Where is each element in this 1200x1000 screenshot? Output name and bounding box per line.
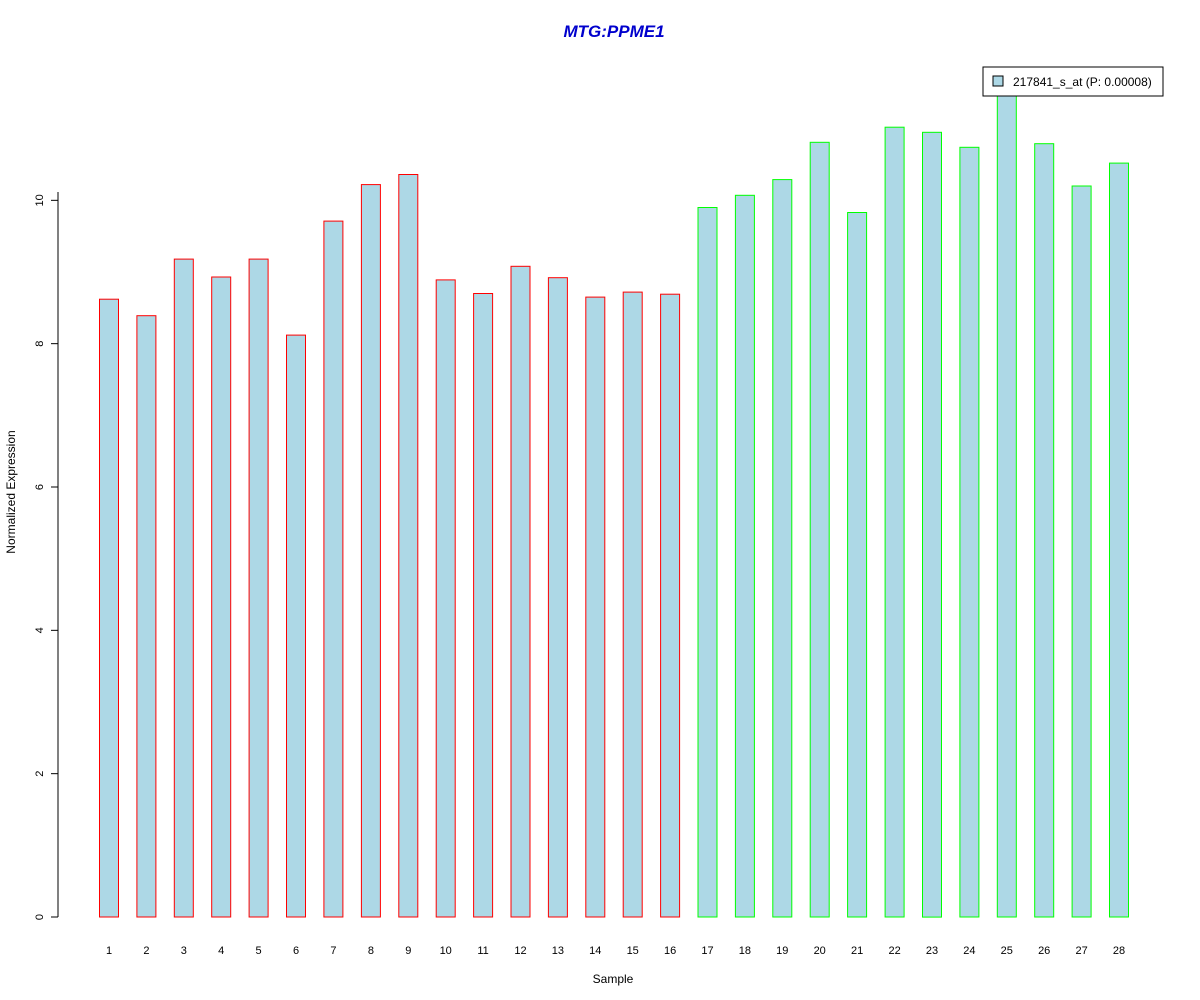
bar-sample-21 xyxy=(847,212,868,918)
bar-sample-7 xyxy=(323,220,344,918)
x-tick-label: 17 xyxy=(701,945,713,957)
bar-sample-23 xyxy=(922,131,942,918)
y-axis-label: Normalized Expression xyxy=(4,430,18,553)
bar-sample-3 xyxy=(173,258,194,918)
y-tick-label: 8 xyxy=(34,341,46,347)
bar-sample-11 xyxy=(473,293,494,918)
y-tick-label: 4 xyxy=(34,627,46,633)
x-tick-label: 20 xyxy=(814,945,826,957)
legend-label: 217841_s_at (P: 0.00008) xyxy=(1013,75,1152,89)
legend-box xyxy=(982,66,1164,97)
bar-sample-13 xyxy=(547,277,568,918)
bar-sample-28 xyxy=(1109,162,1129,918)
bar-sample-2 xyxy=(136,315,157,918)
x-tick-label: 2 xyxy=(143,945,149,957)
y-tick-label: 2 xyxy=(34,771,46,777)
bar-sample-17 xyxy=(697,207,718,918)
y-tick-label: 0 xyxy=(34,914,46,920)
y-tick-label: 6 xyxy=(34,484,46,490)
x-tick-label: 12 xyxy=(514,945,526,957)
legend: 217841_s_at (P: 0.00008) xyxy=(982,66,1164,97)
bar-sample-10 xyxy=(435,279,456,918)
x-tick-label: 25 xyxy=(1001,945,1013,957)
bar-sample-14 xyxy=(585,296,606,918)
x-tick-label: 27 xyxy=(1075,945,1087,957)
x-tick-label: 19 xyxy=(776,945,788,957)
bar-sample-19 xyxy=(772,179,793,918)
y-axis: 0 2 4 6 8 10 xyxy=(34,192,59,920)
bar-sample-18 xyxy=(734,194,755,918)
bar-sample-27 xyxy=(1071,185,1092,918)
x-tick-label: 26 xyxy=(1038,945,1050,957)
x-tick-label: 6 xyxy=(293,945,299,957)
x-tick-label: 3 xyxy=(181,945,187,957)
bar-sample-6 xyxy=(286,334,306,918)
x-tick-label: 13 xyxy=(552,945,564,957)
x-tick-label: 23 xyxy=(926,945,938,957)
x-tick-label: 8 xyxy=(368,945,374,957)
x-tick-label: 1 xyxy=(106,945,112,957)
x-tick-label: 18 xyxy=(739,945,751,957)
bar-sample-25 xyxy=(996,68,1017,918)
x-tick-label: 16 xyxy=(664,945,676,957)
chart-title: MTG:PPME1 xyxy=(563,22,664,41)
bar-sample-15 xyxy=(622,291,643,918)
x-tick-label: 24 xyxy=(963,945,975,957)
bar-sample-24 xyxy=(959,146,980,918)
bar-sample-12 xyxy=(510,265,531,918)
x-tick-label: 5 xyxy=(256,945,262,957)
bar-sample-9 xyxy=(398,174,419,918)
bar-sample-8 xyxy=(360,184,381,918)
bar-sample-20 xyxy=(809,141,830,918)
bar-sample-5 xyxy=(248,258,269,918)
x-tick-label: 21 xyxy=(851,945,863,957)
x-tick-label: 28 xyxy=(1113,945,1125,957)
bar-sample-22 xyxy=(884,126,905,918)
legend-swatch xyxy=(992,75,1004,87)
bars xyxy=(99,68,1129,918)
x-tick-label: 4 xyxy=(218,945,224,957)
x-tick-label: 9 xyxy=(405,945,411,957)
y-tick-label: 10 xyxy=(34,194,46,206)
bar-sample-4 xyxy=(211,276,232,918)
bar-sample-26 xyxy=(1034,143,1055,918)
x-tick-label: 22 xyxy=(888,945,900,957)
bar-sample-1 xyxy=(99,298,119,918)
x-axis-label: Sample xyxy=(593,972,634,986)
bar-sample-16 xyxy=(660,293,681,918)
x-tick-label: 7 xyxy=(330,945,336,957)
x-tick-label: 15 xyxy=(627,945,639,957)
x-tick-label: 14 xyxy=(589,945,601,957)
x-tick-label: 10 xyxy=(440,945,452,957)
x-tick-label: 11 xyxy=(477,945,488,957)
x-tick-labels: 1 2 3 4 5 6 7 8 9 10 11 12 13 14 15 16 17 18 19 20 21 22 23 24 2… xyxy=(106,945,1125,957)
